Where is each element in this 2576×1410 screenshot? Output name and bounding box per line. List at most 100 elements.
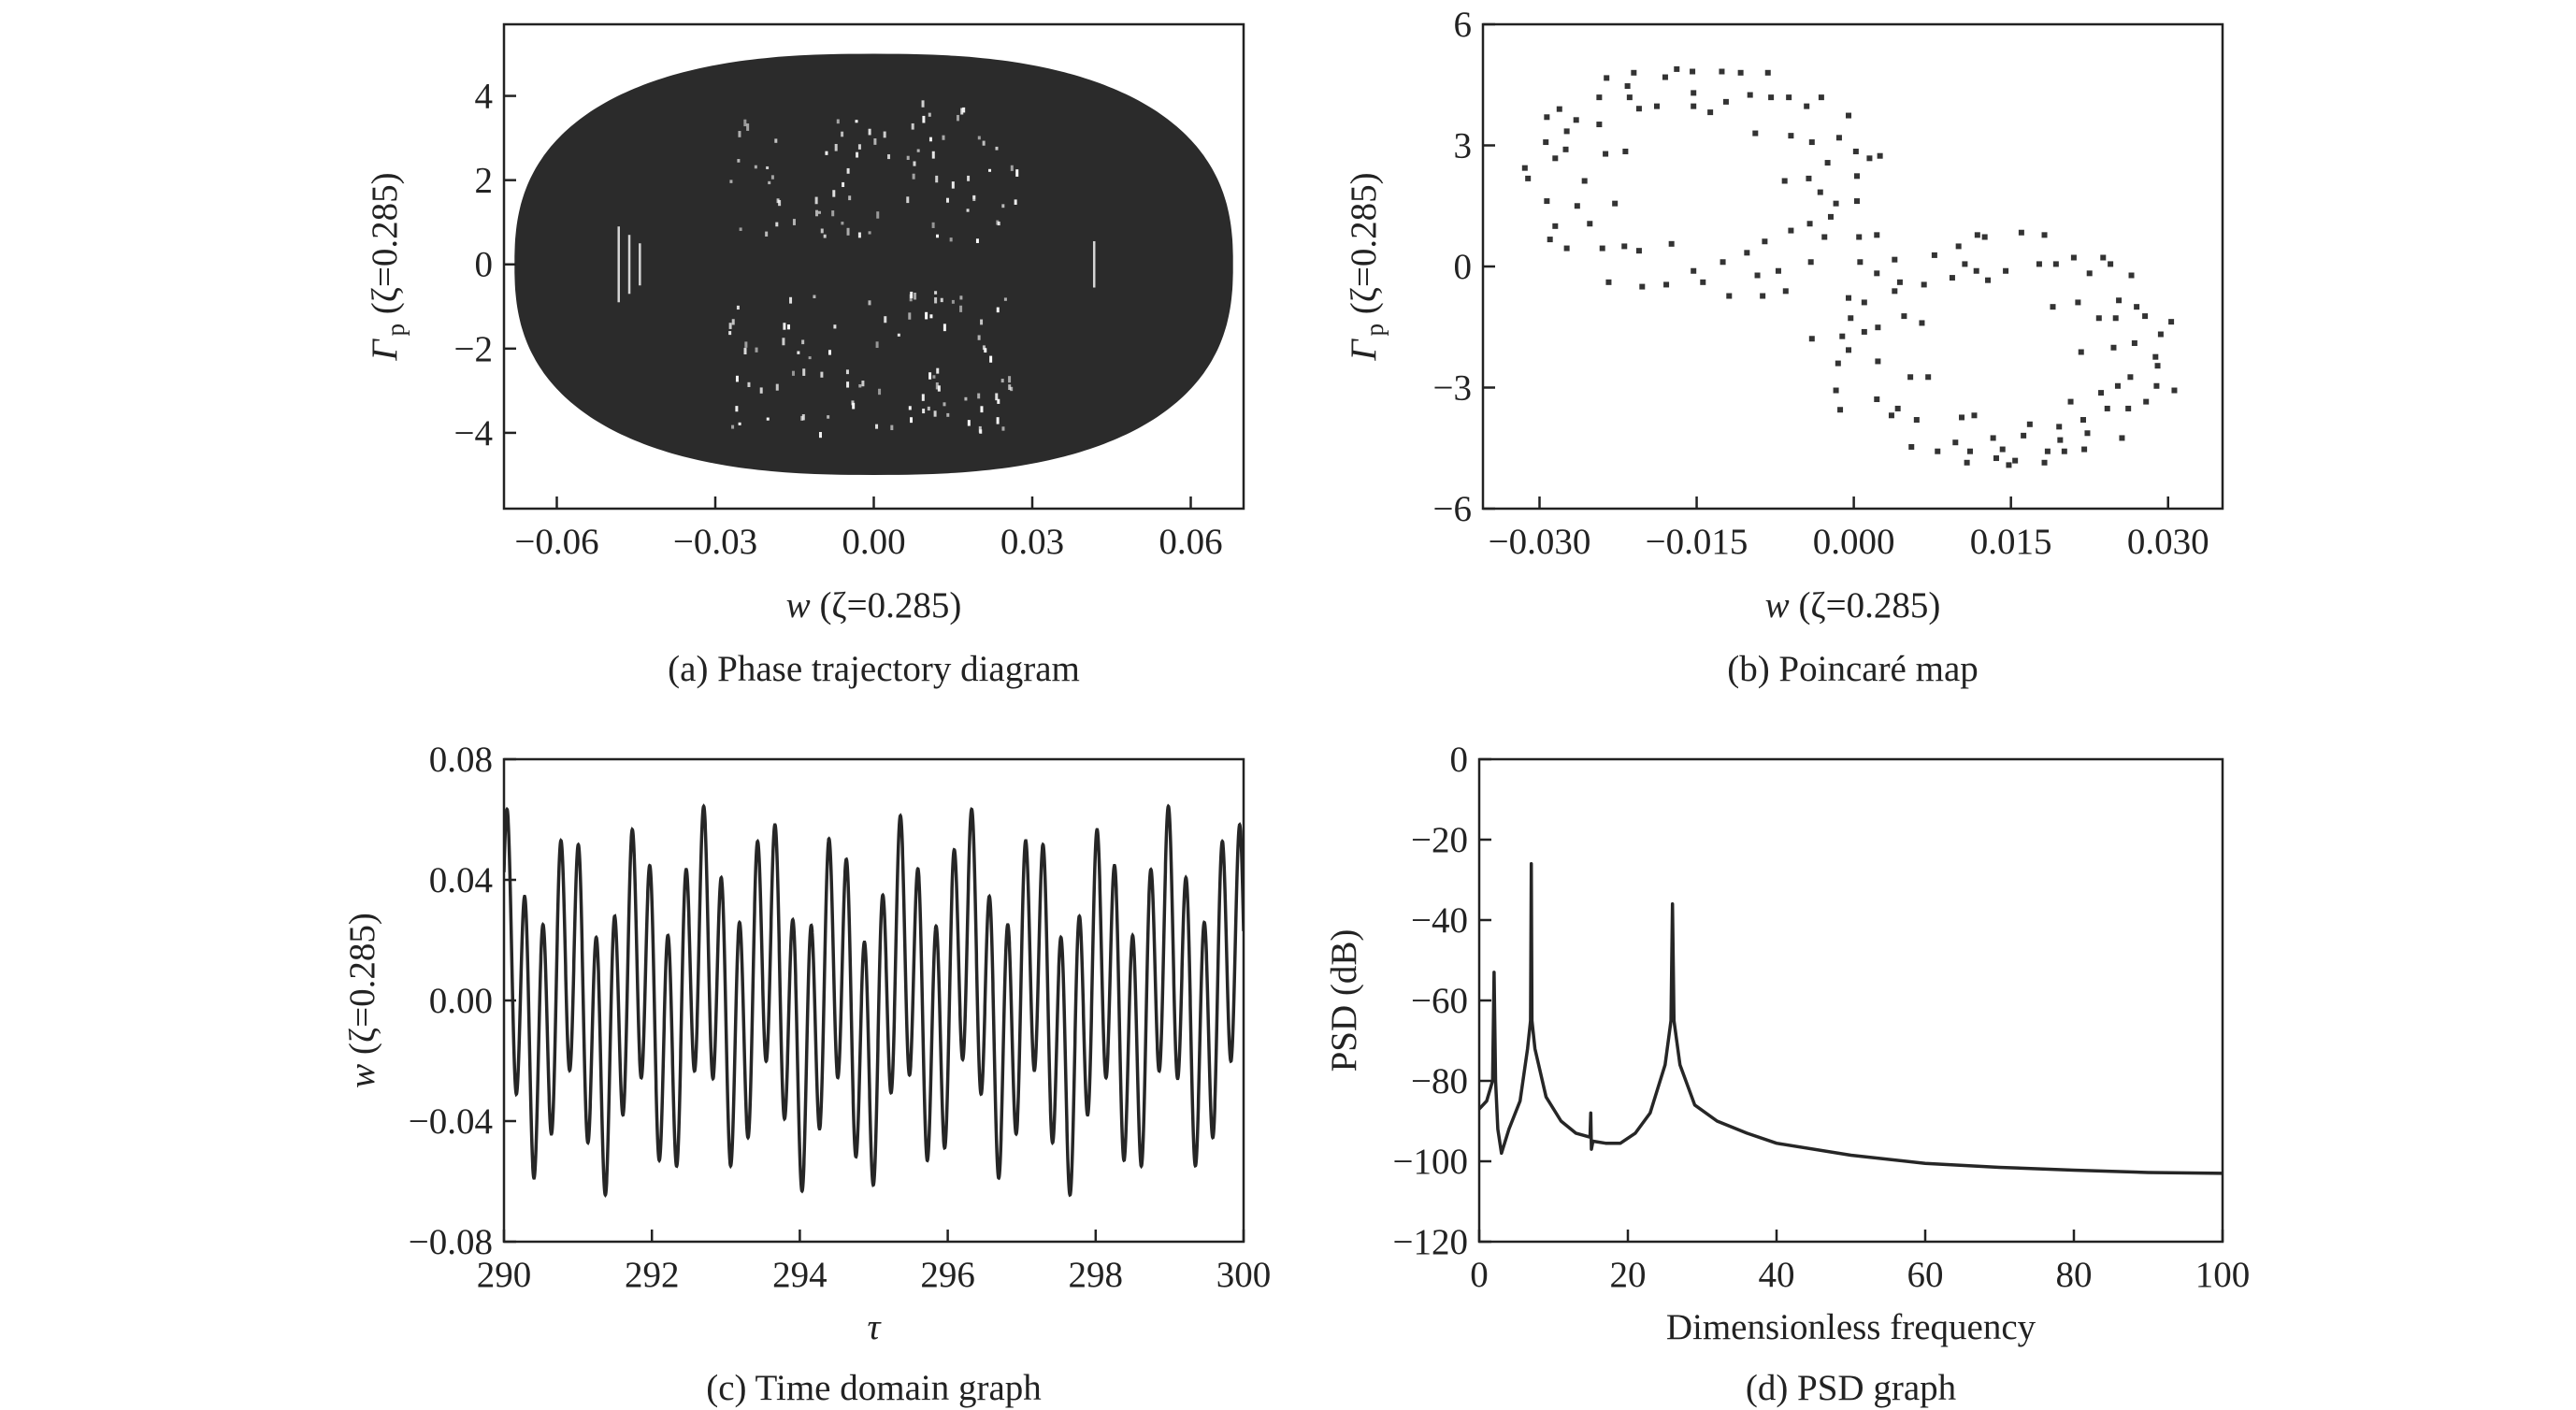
trajectory-gap-mark — [925, 311, 928, 320]
trajectory-gap-arc — [639, 243, 641, 286]
poincare-point — [2143, 398, 2150, 405]
trajectory-gap-mark — [884, 316, 887, 324]
trajectory-gap-mark — [934, 297, 938, 304]
trajectory-gap-mark — [820, 228, 824, 234]
trajectory-gap-mark — [914, 292, 917, 300]
poincare-point — [1824, 160, 1831, 166]
poincare-point — [1737, 69, 1744, 76]
time-series-line — [504, 803, 1244, 1199]
poincare-point — [2078, 349, 2084, 355]
x-axis-symbol: τ — [868, 1307, 883, 1347]
poincare-point — [1892, 288, 1898, 295]
trajectory-gap-mark — [921, 100, 925, 108]
y-tick-label: 0 — [475, 245, 494, 285]
y-tick-label: 0.04 — [429, 860, 493, 900]
trajectory-gap-mark — [759, 387, 763, 394]
x-tick-label: −0.015 — [1646, 522, 1749, 562]
poincare-point — [2127, 374, 2134, 381]
trajectory-gap-mark — [887, 154, 891, 160]
x-tick-label: 0.015 — [1970, 522, 2052, 562]
x-tick-label: 0.03 — [1000, 522, 1064, 562]
poincare-point — [1896, 279, 1903, 285]
poincare-point — [1818, 94, 1824, 101]
trajectory-gap-mark — [743, 119, 747, 127]
poincare-point — [1624, 83, 1631, 90]
trajectory-gap-mark — [738, 131, 741, 137]
trajectory-gap-mark — [766, 417, 770, 421]
trajectory-gap-mark — [820, 371, 824, 378]
poincare-point — [1866, 155, 1873, 162]
poincare-point — [2098, 390, 2105, 396]
poincare-point — [1962, 261, 1968, 267]
poincare-point — [2021, 432, 2027, 439]
poincare-point — [2153, 382, 2160, 389]
trajectory-gap-mark — [1010, 386, 1014, 392]
poincare-point — [2119, 435, 2125, 441]
trajectory-gap-mark — [996, 220, 1000, 225]
poincare-point — [1833, 387, 1839, 394]
x-tick-label: 294 — [772, 1255, 827, 1295]
poincare-point — [1668, 240, 1675, 247]
poincare-point — [2036, 261, 2042, 267]
poincare-point — [2114, 382, 2121, 389]
poincare-point — [1726, 293, 1733, 299]
panel-caption: (a) Phase trajectory diagram — [668, 649, 1080, 689]
y-tick-label: −3 — [1433, 368, 1473, 409]
poincare-point — [2171, 387, 2178, 394]
poincare-point — [1788, 133, 1794, 139]
trajectory-gap-mark — [1015, 169, 1019, 177]
y-axis-label: Γp (ζ=0.285) — [1344, 172, 1389, 361]
poincare-point — [1722, 98, 1729, 105]
panel-caption: (c) Time domain graph — [706, 1368, 1042, 1408]
x-tick-label: 0.00 — [842, 522, 905, 562]
poincare-point — [1764, 69, 1771, 76]
trajectory-gap-mark — [935, 381, 939, 390]
trajectory-gap-mark — [967, 175, 971, 181]
poincare-point — [1762, 238, 1768, 245]
poincare-point — [1835, 135, 1842, 141]
poincare-point — [1892, 256, 1898, 263]
trajectory-gap-mark — [827, 415, 830, 419]
trajectory-gap-mark — [916, 149, 920, 152]
poincare-point — [1556, 106, 1562, 112]
y-axis-label: Γp (ζ=0.285) — [365, 172, 410, 361]
poincare-point — [2075, 299, 2081, 306]
trajectory-gap-mark — [980, 406, 984, 413]
x-tick-label: 0.000 — [1813, 522, 1895, 562]
poincare-point — [2081, 446, 2088, 453]
y-axis-label-text: (ζ=0.285) — [1344, 172, 1384, 324]
y-tick-label: −100 — [1393, 1142, 1469, 1182]
trajectory-gap-mark — [913, 161, 916, 166]
trajectory-gap-mark — [868, 231, 871, 235]
poincare-point — [1848, 315, 1854, 322]
x-tick-label: −0.03 — [673, 522, 757, 562]
poincare-point — [1846, 347, 1852, 353]
poincare-point — [1907, 374, 1914, 381]
poincare-point — [1639, 283, 1646, 290]
poincare-point — [1807, 259, 1814, 266]
poincare-point — [1901, 313, 1907, 320]
poincare-point — [1781, 178, 1788, 184]
poincare-point — [1955, 243, 1962, 250]
poincare-point — [2018, 229, 2024, 236]
poincare-point — [1691, 103, 1697, 109]
y-tick-label: 0 — [1454, 247, 1473, 287]
y-tick-label: 0.00 — [429, 981, 493, 1021]
trajectory-gap-mark — [875, 424, 879, 429]
poincare-point — [2061, 448, 2067, 454]
y-axis-symbol: Γ — [1344, 338, 1384, 362]
trajectory-gap-mark — [935, 175, 939, 183]
trajectory-gap-mark — [856, 151, 859, 158]
trajectory-gap-mark — [908, 312, 912, 320]
trajectory-gap-mark — [929, 314, 933, 319]
plot-area — [1479, 862, 2223, 1175]
trajectory-gap-mark — [846, 381, 850, 388]
trajectory-gap-mark — [736, 305, 740, 310]
trajectory-gap-mark — [827, 350, 831, 355]
x-axis-label: w (ζ=0.285) — [1765, 585, 1941, 626]
poincare-point — [1852, 148, 1859, 154]
poincare-point — [2134, 304, 2140, 310]
trajectory-gap-mark — [833, 324, 837, 329]
trajectory-gap-mark — [801, 414, 805, 421]
poincare-point — [1631, 69, 1637, 76]
